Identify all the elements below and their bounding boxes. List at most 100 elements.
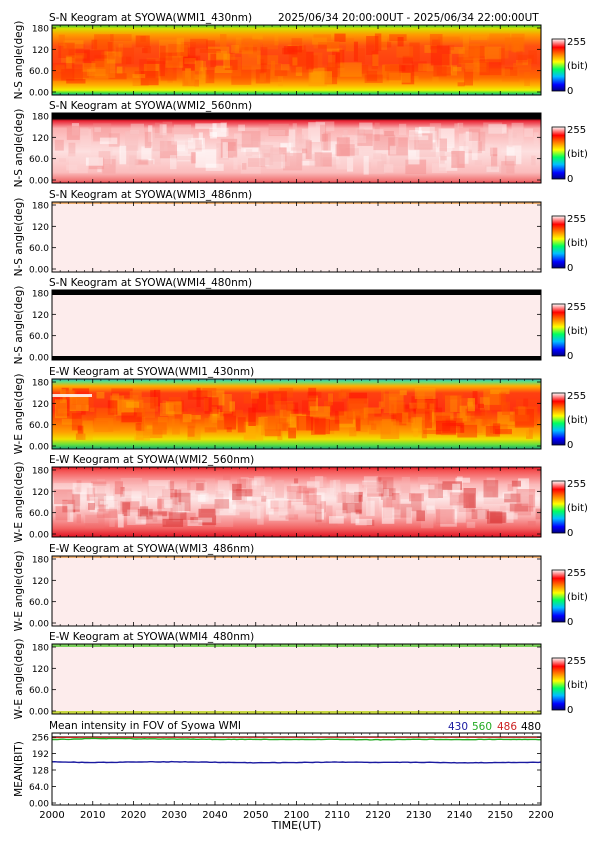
x-tick-label: 2030 bbox=[162, 810, 187, 821]
keogram-texture bbox=[458, 82, 465, 86]
keogram-texture bbox=[90, 408, 95, 412]
keogram-texture bbox=[420, 485, 434, 490]
keogram-texture bbox=[334, 34, 345, 42]
keogram-texture bbox=[161, 52, 180, 68]
colorbar: 255(bit)0 bbox=[552, 568, 588, 628]
keogram-texture bbox=[508, 484, 514, 491]
colorbar-scale bbox=[552, 39, 565, 91]
colorbar-max-label: 255 bbox=[567, 479, 586, 490]
keogram-texture bbox=[478, 404, 484, 408]
keogram-texture bbox=[191, 152, 196, 163]
keogram-texture bbox=[355, 136, 366, 144]
keogram-texture bbox=[467, 402, 473, 407]
keogram-texture bbox=[382, 507, 395, 523]
y-tick-label: 0.00 bbox=[29, 177, 49, 187]
keogram-texture bbox=[477, 510, 485, 519]
colorbar-max-label: 255 bbox=[567, 656, 586, 667]
keogram-texture bbox=[536, 509, 541, 520]
keogram-texture bbox=[306, 495, 321, 514]
keogram-texture bbox=[373, 153, 382, 159]
y-tick-label: 180 bbox=[32, 202, 49, 212]
colorbar-max-label: 255 bbox=[567, 568, 586, 579]
keogram-texture bbox=[130, 391, 142, 403]
keogram-texture bbox=[510, 415, 530, 422]
keogram-texture bbox=[149, 480, 171, 499]
keogram-texture bbox=[396, 46, 413, 57]
colorbar-min-label: 0 bbox=[567, 617, 573, 628]
keogram-texture bbox=[384, 489, 390, 497]
x-tick-label: 2140 bbox=[447, 810, 472, 821]
keogram-texture bbox=[232, 491, 245, 505]
colorbar-min-label: 0 bbox=[567, 528, 573, 539]
colorbar-max-label: 255 bbox=[567, 37, 586, 48]
keogram-texture bbox=[202, 388, 216, 396]
keogram-texture bbox=[427, 500, 435, 514]
colorbar: 255(bit)0 bbox=[552, 479, 588, 539]
y-tick-label: 120 bbox=[32, 665, 49, 675]
keogram-texture bbox=[182, 71, 195, 87]
x-tick-label: 2130 bbox=[406, 810, 431, 821]
keogram-texture bbox=[204, 398, 209, 411]
y-tick-label: 180 bbox=[32, 467, 49, 477]
y-tick-label: 0.00 bbox=[29, 800, 49, 810]
keogram-texture bbox=[169, 512, 187, 520]
keogram-texture bbox=[129, 155, 136, 173]
keogram-texture bbox=[347, 401, 364, 420]
keogram-texture bbox=[242, 163, 246, 170]
keogram-texture bbox=[256, 69, 270, 83]
keogram-texture bbox=[195, 123, 216, 128]
colorbar-min-label: 0 bbox=[567, 86, 573, 97]
colorbar-unit-label: (bit) bbox=[567, 149, 588, 160]
y-tick-label: 0.00 bbox=[29, 708, 49, 718]
keogram-texture bbox=[307, 481, 320, 488]
keogram-title: E-W Keogram at SYOWA(WMI3_486nm) bbox=[49, 543, 254, 555]
y-tick-label: 60.0 bbox=[29, 244, 49, 254]
keogram-texture bbox=[66, 165, 77, 171]
y-tick-label: 120 bbox=[32, 223, 49, 233]
keogram-texture bbox=[171, 137, 188, 144]
y-tick-label: 64.0 bbox=[29, 783, 49, 793]
keogram-texture bbox=[508, 129, 512, 147]
colorbar-scale bbox=[552, 127, 565, 179]
x-tick-label: 2200 bbox=[528, 810, 553, 821]
keogram-panel: S-N Keogram at SYOWA(WMI1_430nm)2025/06/… bbox=[13, 12, 541, 99]
y-tick-label: 60.0 bbox=[29, 686, 49, 696]
keogram-texture bbox=[83, 421, 93, 441]
colorbar-max-label: 255 bbox=[567, 391, 586, 402]
colorbar-scale bbox=[552, 393, 565, 445]
keogram-texture bbox=[197, 388, 201, 407]
keogram-texture bbox=[484, 498, 505, 504]
keogram-texture bbox=[534, 132, 539, 147]
keogram-texture bbox=[523, 399, 528, 408]
keogram-texture bbox=[409, 131, 418, 150]
keogram-texture bbox=[195, 149, 216, 167]
mean-panel-title: Mean intensity in FOV of Syowa WMI bbox=[49, 720, 241, 732]
keogram-texture bbox=[480, 59, 502, 75]
keogram-texture bbox=[275, 480, 284, 498]
keogram-texture bbox=[482, 410, 488, 426]
keogram-ylabel: W-E angle(deg) bbox=[13, 462, 25, 543]
keogram-texture bbox=[475, 160, 482, 165]
y-tick-label: 180 bbox=[32, 290, 49, 300]
colorbar: 255(bit)0 bbox=[552, 125, 588, 185]
keogram-texture bbox=[216, 51, 227, 59]
keogram-ylabel: N-S angle(deg) bbox=[13, 21, 25, 100]
keogram-image bbox=[52, 202, 541, 272]
keogram-texture bbox=[524, 129, 533, 137]
keogram-ylabel: W-E angle(deg) bbox=[13, 639, 25, 720]
keogram-texture bbox=[261, 47, 268, 65]
keogram-texture bbox=[383, 64, 400, 77]
y-tick-label: 120 bbox=[32, 311, 49, 321]
colorbar-min-label: 0 bbox=[567, 705, 573, 716]
keogram-texture bbox=[318, 523, 338, 528]
keogram-texture bbox=[340, 62, 362, 76]
keogram-texture bbox=[196, 483, 204, 491]
keogram-texture bbox=[140, 36, 145, 42]
keogram-texture bbox=[122, 56, 126, 65]
keogram-texture bbox=[484, 480, 499, 497]
keogram-texture bbox=[54, 490, 75, 505]
keogram-texture bbox=[118, 514, 124, 527]
keogram-texture bbox=[223, 142, 228, 158]
keogram-texture bbox=[67, 44, 85, 49]
